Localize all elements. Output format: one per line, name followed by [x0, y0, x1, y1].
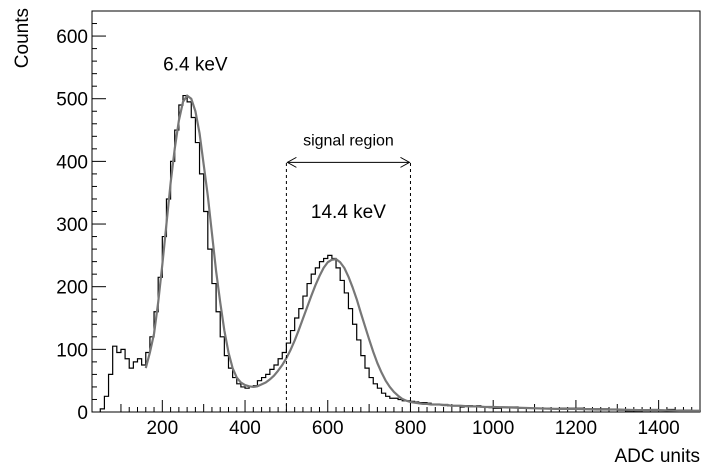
y-tick-label: 100 [56, 340, 88, 361]
x-tick-label: 600 [312, 418, 344, 439]
x-axis-title: ADC units [614, 446, 700, 464]
annotation-label: 6.4 keV [163, 55, 228, 76]
annotation-label: signal region [303, 133, 394, 150]
y-tick-label: 300 [56, 215, 88, 236]
fit-curve-series [144, 94, 700, 412]
arrow-right-head [400, 156, 411, 168]
y-axis-title: Counts [12, 8, 33, 68]
x-tick-label: 1400 [637, 418, 679, 439]
annotation-layer: 6.4 keV 14.4 keV signal region [163, 55, 411, 412]
y-tick-label: 200 [56, 278, 88, 299]
y-axis: 0 100 200 300 400 500 600 [56, 10, 106, 424]
x-tick-label: 1000 [472, 418, 514, 439]
y-tick-label: 600 [56, 27, 88, 48]
histogram-series [99, 94, 701, 412]
x-tick-label: 1200 [555, 418, 597, 439]
y-tick-label: 400 [56, 152, 88, 173]
annotation-label: 14.4 keV [311, 202, 386, 223]
x-tick-label: 200 [146, 418, 178, 439]
y-tick-label: 500 [56, 90, 88, 111]
x-axis: 200 400 600 800 1000 1200 1400 [120, 400, 701, 439]
series-layer [99, 94, 701, 412]
y-tick-label: 0 [77, 403, 88, 424]
arrow-left-head [286, 156, 297, 168]
x-tick-label: 400 [229, 418, 261, 439]
x-tick-label: 800 [395, 418, 427, 439]
